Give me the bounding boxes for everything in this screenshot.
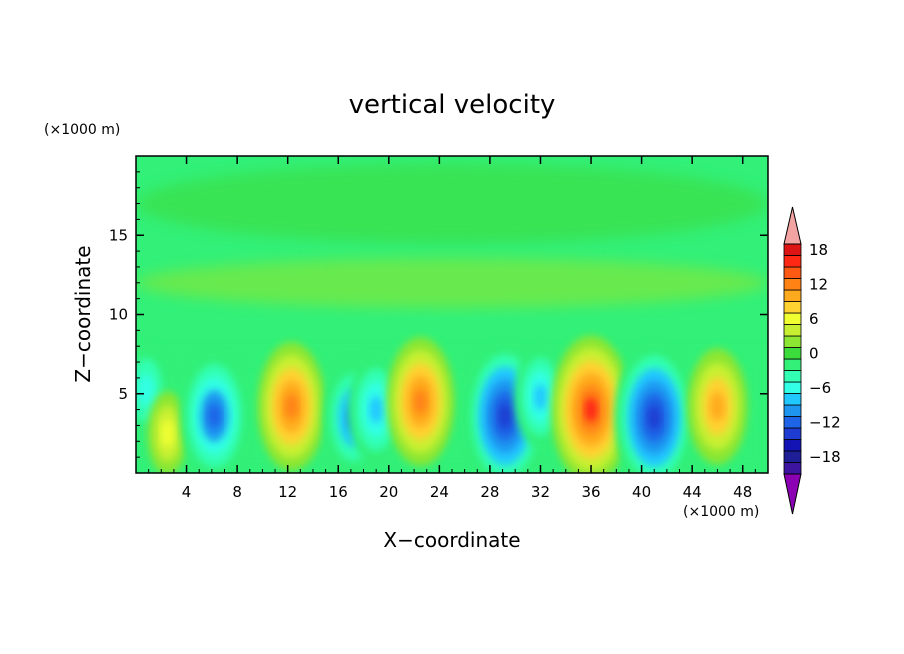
x-tick-label: 8 — [232, 483, 242, 501]
x-tick-label: 40 — [632, 483, 651, 501]
colorbar-swatch — [783, 278, 802, 291]
colorbar-swatch — [783, 255, 802, 268]
velocity-cell — [386, 337, 455, 467]
velocity-contour — [533, 384, 547, 410]
colorbar-tick-label: −18 — [809, 448, 841, 466]
colorbar-swatch — [783, 243, 802, 256]
velocity-contour — [138, 374, 155, 407]
colorbar-swatch — [783, 439, 802, 452]
x-axis: 4 8 12 16 20 24 28 32 36 40 44 48 — [148, 156, 756, 501]
colorbar-swatch — [783, 358, 802, 371]
y-axis: 5 10 15 — [109, 171, 768, 458]
velocity-contour — [584, 397, 598, 422]
velocity-cell — [147, 391, 188, 473]
x-tick-label: 16 — [329, 483, 348, 501]
colorbar-tick-label: 18 — [809, 241, 828, 259]
x-tick-label: 32 — [531, 483, 550, 501]
velocity-cell — [136, 257, 768, 308]
x-unit-label: (×1000 m) — [683, 504, 759, 520]
velocity-cell — [687, 348, 748, 465]
velocity-cell — [257, 342, 326, 471]
x-tick-label: 12 — [278, 483, 297, 501]
velocity-contour — [498, 403, 512, 429]
x-tick-label: 28 — [480, 483, 499, 501]
x-tick-label: 24 — [430, 483, 449, 501]
colorbar: −18 −12 −6 0 6 12 18 — [783, 206, 841, 515]
x-tick-label: 36 — [581, 483, 600, 501]
colorbar-swatch — [783, 427, 802, 440]
colorbar-swatch — [783, 266, 802, 279]
velocity-cells — [136, 163, 768, 473]
velocity-contour — [284, 393, 299, 420]
velocity-contour — [136, 257, 768, 308]
colorbar-tick-label: 0 — [809, 344, 819, 362]
y-tick-label: 5 — [118, 385, 128, 403]
velocity-cell — [180, 351, 249, 473]
velocity-contour — [207, 403, 222, 429]
velocity-contour — [160, 419, 175, 448]
colorbar-swatch — [783, 289, 802, 302]
y-axis-label: Z−coordinate — [71, 245, 95, 382]
colorbar-swatch — [783, 324, 802, 337]
colorbar-swatch — [783, 450, 802, 463]
plot-area — [136, 156, 768, 473]
colorbar-swatch — [783, 301, 802, 314]
x-tick-label: 48 — [733, 483, 752, 501]
x-tick-label: 44 — [683, 483, 702, 501]
velocity-cell — [514, 345, 567, 449]
colorbar-swatch — [783, 393, 802, 406]
colorbar-swatch — [783, 462, 802, 475]
colorbar-swatch — [783, 347, 802, 360]
y-tick-label: 15 — [109, 226, 128, 244]
velocity-contour — [369, 395, 384, 424]
velocity-contour — [413, 388, 428, 415]
colorbar-tick-label: 12 — [809, 275, 828, 293]
colorbar-extend-min — [783, 473, 802, 515]
velocity-contour — [709, 391, 725, 421]
velocity-contour — [647, 405, 661, 430]
velocity-cell — [614, 343, 695, 473]
colorbar-extend-max — [783, 206, 802, 245]
colorbar-swatch — [783, 312, 802, 325]
colorbar-tick-label: −6 — [809, 379, 831, 397]
y-tick-label: 10 — [109, 306, 128, 324]
velocity-cell — [136, 163, 768, 244]
x-axis-label: X−coordinate — [383, 528, 520, 552]
colorbar-swatch — [783, 335, 802, 348]
colorbar-swatch — [783, 416, 802, 429]
x-tick-label: 4 — [182, 483, 192, 501]
velocity-contour — [136, 163, 768, 244]
colorbar-tick-label: −12 — [809, 413, 841, 431]
x-tick-label: 20 — [379, 483, 398, 501]
y-unit-label: (×1000 m) — [44, 122, 120, 138]
colorbar-tick-label: 6 — [809, 310, 819, 328]
colorbar-swatch — [783, 404, 802, 417]
colorbar-swatch — [783, 370, 802, 383]
chart-title: vertical velocity — [349, 90, 556, 120]
velocity-cell — [551, 335, 632, 473]
colorbar-swatch — [783, 381, 802, 394]
